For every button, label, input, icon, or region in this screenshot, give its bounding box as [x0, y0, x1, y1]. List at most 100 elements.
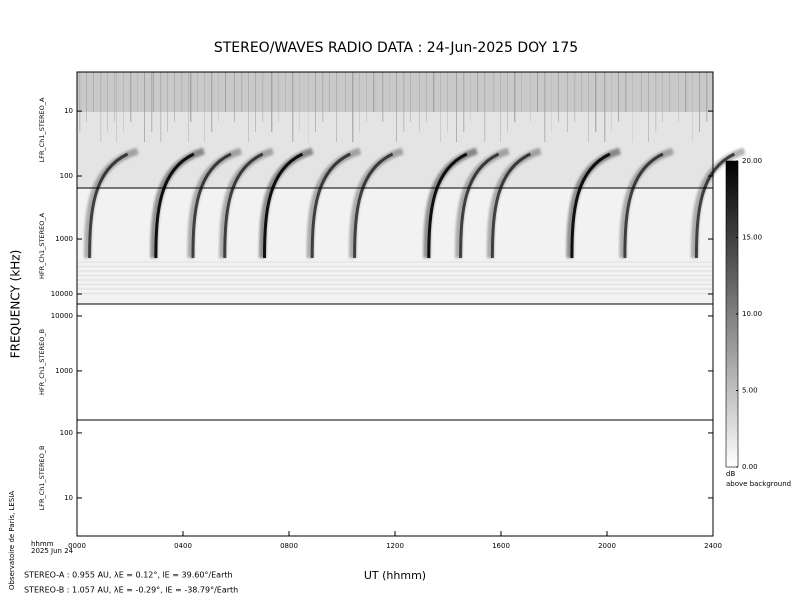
texture	[500, 72, 501, 142]
texture	[588, 72, 589, 142]
y-tick-label: 100	[60, 429, 73, 437]
y-tick-label: 1000	[55, 235, 73, 243]
texture	[234, 72, 235, 122]
texture	[197, 72, 198, 112]
texture	[114, 72, 115, 122]
texture	[537, 72, 538, 112]
radio-burst	[490, 152, 532, 259]
texture	[611, 72, 612, 132]
x-tick-label: 2000	[598, 542, 616, 550]
texture	[470, 72, 471, 122]
colorbar-tick-label: 0.00	[742, 463, 758, 471]
texture	[241, 72, 243, 112]
radio-burst	[263, 152, 304, 259]
x-tick-label: 0400	[174, 542, 192, 550]
y-tick-label: 10	[64, 494, 73, 502]
texture	[648, 72, 649, 142]
texture	[218, 72, 219, 122]
texture	[285, 72, 286, 112]
spectrogram	[77, 72, 746, 304]
texture	[248, 72, 249, 142]
texture	[410, 72, 411, 122]
texture	[618, 72, 619, 122]
texture	[262, 72, 264, 122]
texture	[329, 72, 330, 112]
texture	[604, 72, 606, 142]
texture	[151, 72, 153, 132]
texture	[336, 72, 337, 142]
y-tick-label: 10	[64, 107, 73, 115]
texture	[678, 72, 679, 122]
texture	[669, 72, 670, 112]
y-tick-label: 1000	[55, 367, 73, 375]
texture	[116, 72, 117, 142]
x-tick-label: 1200	[386, 542, 404, 550]
texture	[706, 72, 708, 122]
x-tick-label: 1600	[492, 542, 510, 550]
texture	[692, 72, 693, 142]
texture	[107, 72, 108, 132]
texture	[188, 72, 189, 142]
texture	[144, 72, 145, 142]
x-tick-label: 0000	[68, 542, 86, 550]
texture	[514, 72, 516, 122]
panel-background	[77, 72, 713, 112]
credit: Observatoire de Paris, LESIA	[8, 491, 16, 590]
texture	[595, 72, 597, 132]
texture	[699, 72, 700, 132]
texture	[292, 72, 294, 142]
texture	[625, 72, 627, 112]
x-axis-label: UT (hhmm)	[364, 569, 426, 582]
panel-frame	[76, 419, 714, 537]
footer-line: STEREO-A : 0.955 AU, λE = 0.12°, lE = 39…	[24, 571, 233, 580]
texture	[477, 72, 478, 112]
texture	[204, 72, 205, 142]
radio-burst	[623, 152, 664, 259]
panel-background	[77, 188, 713, 304]
texture	[211, 72, 213, 132]
texture	[93, 72, 94, 112]
panel-label: LFR_Ch1_STEREO_B	[38, 446, 46, 511]
x-unit: hhmm	[31, 540, 54, 548]
texture	[167, 72, 168, 132]
texture	[225, 72, 226, 112]
y-tick-label: 10000	[51, 290, 73, 298]
texture	[308, 72, 309, 142]
texture	[190, 72, 192, 122]
y-axis-label: FREQUENCY (kHz)	[9, 250, 23, 359]
texture	[130, 72, 132, 122]
x-tick-label: 2400	[704, 542, 722, 550]
texture	[123, 72, 124, 132]
texture	[581, 72, 582, 112]
radio-burst	[353, 152, 394, 259]
texture	[484, 72, 486, 142]
texture	[544, 72, 546, 142]
texture	[558, 72, 559, 122]
panel-label: HFR_Ch1_STEREO_A	[38, 212, 46, 279]
title: STEREO/WAVES RADIO DATA : 24-Jun-2025 DO…	[214, 40, 578, 56]
radio-burst	[223, 152, 264, 259]
texture	[315, 72, 316, 132]
panel-frame	[76, 303, 714, 421]
texture	[403, 72, 405, 132]
texture	[322, 72, 324, 122]
texture	[366, 72, 367, 122]
texture	[382, 72, 384, 122]
texture	[373, 72, 375, 112]
texture	[567, 72, 568, 132]
texture	[100, 72, 102, 142]
colorbar-tick-label: 20.00	[742, 157, 762, 165]
texture	[352, 72, 354, 142]
panel-label: HFR_Ch1_STEREO_B	[38, 329, 46, 395]
texture	[551, 72, 552, 132]
texture	[655, 72, 657, 132]
texture	[278, 72, 279, 122]
radio-burst	[191, 152, 232, 259]
radio-burst	[694, 152, 736, 259]
texture	[493, 72, 495, 112]
texture	[181, 72, 183, 112]
texture	[632, 72, 633, 142]
texture	[447, 72, 448, 132]
texture	[86, 72, 87, 122]
